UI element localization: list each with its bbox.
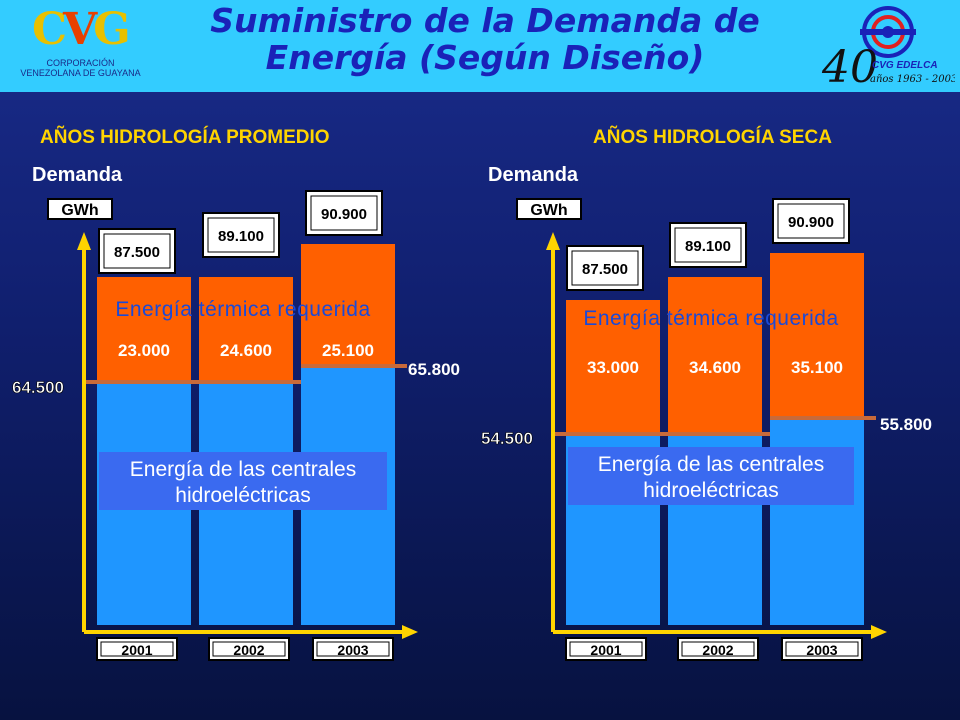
total-box-inner-2003 (310, 195, 378, 231)
total-box-2002 (669, 222, 747, 268)
hydro-caption-box (99, 452, 387, 510)
category-box-2002 (677, 637, 759, 661)
total-box-2003 (772, 198, 850, 244)
category-box-2003 (312, 637, 394, 661)
panel-title: AÑOS HIDROLOGÍA SECA (593, 126, 832, 148)
y-axis-label: Demanda (488, 164, 579, 186)
total-label-2003: 90.900 (788, 214, 834, 231)
x-axis-arrow (402, 625, 418, 639)
thermal-value-2002: 24.600 (220, 341, 272, 360)
x-axis-arrow (871, 625, 887, 639)
category-box-inner-2002 (212, 641, 286, 657)
total-box-inner-2001 (571, 250, 639, 286)
edelca-logo: 40 CVG EDELCA años 1963 - 2003 (821, 6, 955, 88)
total-box-inner-2002 (674, 227, 742, 263)
unit-label: GWh (530, 202, 567, 219)
charts-canvas: AÑOS HIDROLOGÍA PROMEDIO Demanda GWh 87.500… (12, 126, 932, 661)
category-label-2002: 2002 (702, 642, 733, 658)
thermal-bar-2003 (770, 253, 864, 418)
total-box-inner-2002 (207, 217, 275, 253)
title-line2: Energía (Según Diseño) (265, 38, 705, 77)
hydro-caption-line1: Energía de las centrales (598, 453, 824, 476)
category-label-2001: 2001 (121, 642, 152, 658)
hydro-caption-line1: Energía de las centrales (130, 458, 356, 481)
category-box-2003 (781, 637, 863, 661)
panel-title: AÑOS HIDROLOGÍA PROMEDIO (40, 126, 330, 148)
total-box-2001 (566, 245, 644, 291)
thermal-value-2001: 23.000 (118, 341, 170, 360)
hydro-level-label-high: 65.800 (408, 360, 460, 379)
hydro-caption-line2: hidroeléctricas (175, 484, 310, 507)
total-label-2002: 89.100 (685, 238, 731, 255)
thermal-bar-2003 (301, 244, 395, 366)
cvg-logo: CVG CORPORACIÓN VENEZOLANA DE GUAYANA (8, 4, 153, 88)
thermal-series-name: Energía térmica requerida (583, 307, 838, 330)
total-label-2002: 89.100 (218, 228, 264, 245)
category-label-2003: 2003 (337, 642, 368, 658)
logo-edelca-text: CVG EDELCA (872, 60, 938, 71)
logo-corp-line1: CORPORACIÓN (46, 58, 115, 68)
total-box-2001 (98, 228, 176, 274)
hydro-caption-box (568, 447, 854, 505)
category-box-inner-2002 (681, 641, 755, 657)
total-box-inner-2001 (103, 233, 171, 269)
thermal-value-2003: 35.100 (791, 358, 843, 377)
logo-forty: 40 (821, 42, 878, 88)
unit-badge (47, 198, 113, 220)
hydro-level-label-high: 55.800 (880, 415, 932, 434)
page-title: Suministro de la Demanda de Energía (Seg… (190, 2, 780, 76)
category-box-inner-2001 (100, 641, 174, 657)
category-label-2002: 2002 (233, 642, 264, 658)
hydro-caption-line2: hidroeléctricas (643, 479, 778, 502)
category-box-inner-2003 (316, 641, 390, 657)
y-axis-arrow (77, 232, 91, 250)
total-label-2003: 90.900 (321, 206, 367, 223)
unit-badge (516, 198, 582, 220)
logo-corp-line2: VENEZOLANA DE GUAYANA (20, 68, 141, 78)
thermal-value-2001: 33.000 (587, 358, 639, 377)
thermal-bar-2002 (199, 277, 293, 382)
title-line1: Suministro de la Demanda de (210, 1, 760, 40)
category-box-inner-2003 (785, 641, 859, 657)
total-label-2001: 87.500 (582, 261, 628, 278)
header-banner: CVG CORPORACIÓN VENEZOLANA DE GUAYANA Su… (0, 0, 960, 92)
thermal-value-2002: 34.600 (689, 358, 741, 377)
total-box-2003 (305, 190, 383, 236)
category-box-2001 (96, 637, 178, 661)
hydro-level-label-low: 64.500 (12, 378, 64, 397)
unit-label: GWh (61, 202, 98, 219)
y-axis-label: Demanda (32, 164, 123, 186)
hydro-level-label-low: 54.500 (481, 429, 533, 448)
category-box-2002 (208, 637, 290, 661)
category-box-inner-2001 (569, 641, 643, 657)
thermal-bar-2001 (97, 277, 191, 382)
thermal-bar-2002 (668, 277, 762, 434)
total-box-inner-2003 (777, 203, 845, 239)
cvg-logo-mark: CVG (32, 4, 131, 55)
thermal-value-2003: 25.100 (322, 341, 374, 360)
thermal-bar-2001 (566, 300, 660, 434)
total-label-2001: 87.500 (114, 244, 160, 261)
thermal-series-name: Energía térmica requerida (115, 298, 370, 321)
category-label-2001: 2001 (590, 642, 621, 658)
category-box-2001 (565, 637, 647, 661)
y-axis-arrow (546, 232, 560, 250)
logo-years-text: años 1963 - 2003 (870, 74, 955, 85)
category-label-2003: 2003 (806, 642, 837, 658)
total-box-2002 (202, 212, 280, 258)
